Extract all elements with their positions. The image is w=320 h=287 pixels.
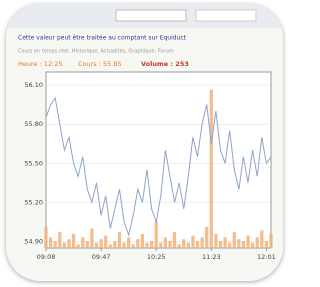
x-tick-label: 09:47	[92, 253, 111, 261]
x-tick-label: 10:25	[147, 253, 166, 261]
volume-bar	[44, 227, 47, 248]
volume-bar	[233, 232, 236, 248]
volume-bar	[67, 239, 70, 248]
volume-bar	[182, 239, 185, 248]
volume-bar	[150, 241, 153, 248]
volume-bar	[237, 239, 240, 248]
y-tick-label: 55.50	[24, 159, 43, 167]
y-tick-label: 55.20	[24, 198, 43, 206]
volume-bar	[95, 243, 98, 248]
x-tick-label: 12:01	[257, 253, 276, 261]
volume-bar	[104, 236, 107, 248]
volume-bar	[256, 237, 259, 248]
volume-bar	[228, 243, 231, 248]
volume-bar	[118, 232, 121, 248]
volume-bar	[127, 237, 130, 248]
volume-bar	[54, 241, 57, 248]
volume-bar	[223, 237, 226, 248]
volume-bar	[145, 243, 148, 248]
volume-bar	[260, 230, 263, 248]
x-tick-label: 09:08	[37, 253, 56, 261]
volume-bar	[122, 243, 125, 248]
volume-bar	[269, 234, 272, 248]
volume-bar	[99, 239, 102, 248]
volume-bar	[178, 244, 181, 248]
volume-bar	[159, 243, 162, 248]
volume-bar	[187, 243, 190, 248]
volume-bar	[109, 244, 112, 248]
volume-bar	[196, 241, 199, 248]
volume-bar	[86, 241, 89, 248]
screenshot-frame: Cette valeur peut être traitée au compta…	[6, 4, 283, 281]
volume-bar	[265, 241, 268, 248]
volume-bar	[49, 237, 52, 248]
y-tick-label: 54.90	[24, 237, 43, 245]
volume-bar	[77, 244, 80, 248]
volume-bar	[210, 90, 213, 248]
y-tick-label: 56.10	[24, 81, 43, 89]
select-box[interactable]	[196, 10, 256, 21]
links[interactable]: Cours en temps réel, Historique, Actuali…	[18, 48, 174, 55]
status-price: Cours : 55.85	[78, 60, 122, 68]
volume-bar	[191, 236, 194, 248]
notice: Cette valeur peut être traitée au compta…	[18, 35, 187, 42]
volume-bar	[141, 234, 144, 248]
volume-bar	[63, 243, 66, 248]
volume-bar	[251, 243, 254, 248]
volume-bar	[246, 236, 249, 248]
volume-bar	[113, 241, 116, 248]
x-tick-label: 11:23	[202, 253, 221, 261]
volume-bar	[205, 227, 208, 248]
status-volume: Volume : 253	[141, 60, 189, 68]
volume-bar	[136, 239, 139, 248]
volume-bar	[168, 241, 171, 248]
volume-bar	[90, 229, 93, 248]
plot-area	[46, 72, 271, 248]
search-box[interactable]	[116, 10, 186, 21]
volume-bar	[201, 237, 204, 248]
volume-bar	[242, 241, 245, 248]
screenshot: Cette valeur peut être traitée au compta…	[6, 4, 283, 281]
volume-bar	[155, 222, 158, 248]
volume-bar	[173, 232, 176, 248]
volume-bar	[214, 234, 217, 248]
volume-bar	[72, 234, 75, 248]
volume-bar	[58, 232, 61, 248]
volume-bar	[164, 237, 167, 248]
volume-bar	[219, 241, 222, 248]
volume-bar	[132, 244, 135, 248]
y-tick-label: 55.80	[24, 120, 43, 128]
status-time: Heure : 12:25	[18, 60, 63, 68]
volume-bar	[81, 237, 84, 248]
